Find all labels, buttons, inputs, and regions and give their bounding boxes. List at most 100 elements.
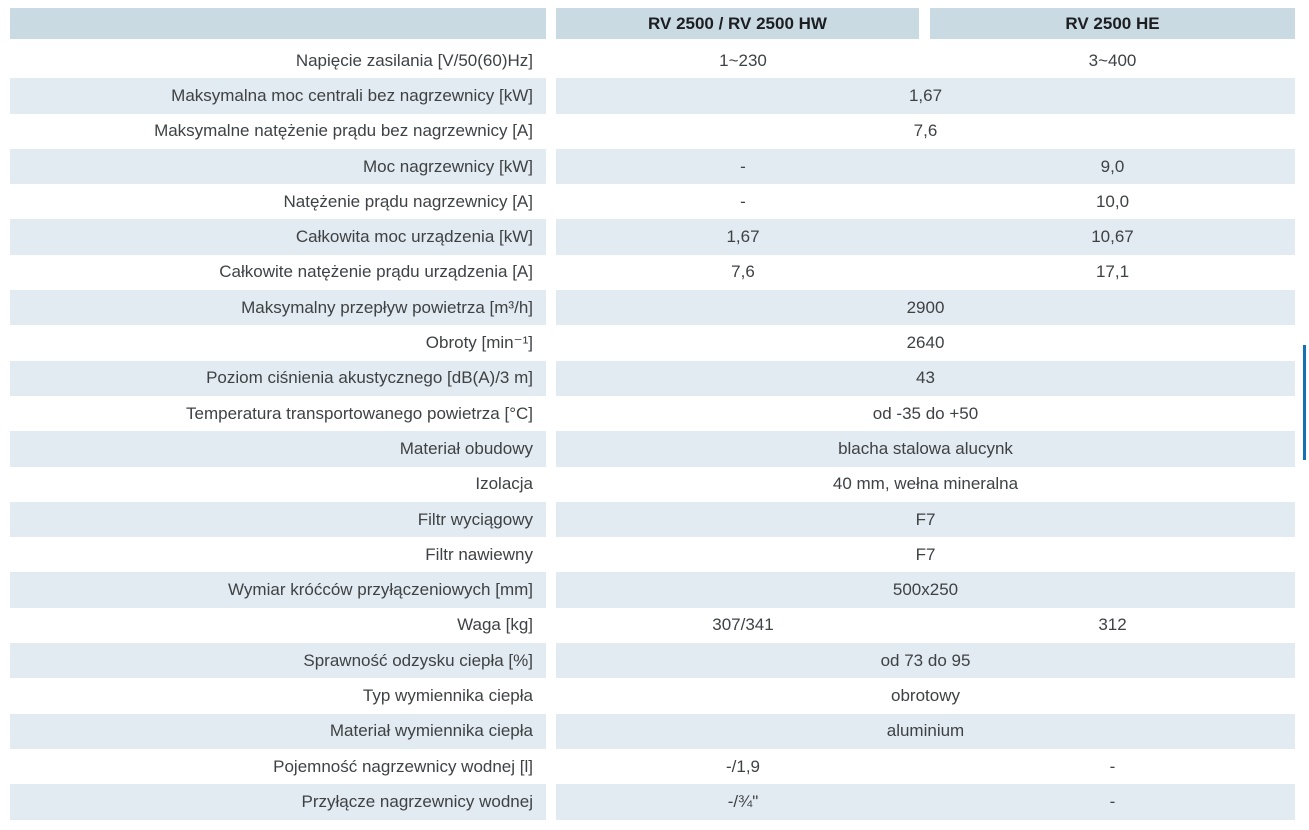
- spec-label: Napięcie zasilania [V/50(60)Hz]: [10, 43, 546, 79]
- value-area: -/¾" -: [556, 784, 1295, 820]
- column-separator: [546, 148, 556, 185]
- column-separator: [546, 784, 556, 820]
- value-area: obrotowy: [556, 678, 1295, 714]
- table-row: Izolacja 40 mm, wełna mineralna: [10, 466, 1295, 502]
- value-area: F7: [556, 537, 1295, 573]
- value-area: 1,67: [556, 78, 1295, 114]
- column-separator: [546, 431, 556, 467]
- spec-value-both: aluminium: [556, 713, 1295, 749]
- column-separator: [546, 678, 556, 714]
- value-area: blacha stalowa alucynk: [556, 431, 1295, 467]
- spec-value-rv2500: -/¾": [556, 784, 930, 820]
- column-separator: [546, 325, 556, 361]
- value-area: -/1,9-: [556, 748, 1295, 785]
- table-row: Maksymalne natężenie prądu bez nagrzewni…: [10, 113, 1295, 149]
- spec-value-rv2500he: 9,0: [930, 148, 1295, 185]
- column-separator: [546, 713, 556, 749]
- column-separator: [546, 537, 556, 573]
- spec-label: Obroty [min⁻¹]: [10, 325, 546, 361]
- spec-label: Maksymalna moc centrali bez nagrzewnicy …: [10, 78, 546, 114]
- column-separator: [546, 466, 556, 502]
- value-area: od -35 do +50: [556, 395, 1295, 432]
- spec-label: Materiał wymiennika ciepła: [10, 713, 546, 749]
- spec-value-both: od 73 do 95: [556, 643, 1295, 679]
- value-area: 1,67 10,67: [556, 219, 1295, 255]
- table-row: Moc nagrzewnicy [kW] -9,0: [10, 148, 1295, 185]
- spec-value-rv2500: -: [556, 148, 930, 185]
- spec-value-both: F7: [556, 501, 1295, 538]
- spec-value-rv2500he: 10,0: [930, 184, 1295, 220]
- spec-label: Typ wymiennika ciepła: [10, 678, 546, 714]
- column-separator: [546, 290, 556, 326]
- table-row: Poziom ciśnienia akustycznego [dB(A)/3 m…: [10, 360, 1295, 396]
- spec-value-rv2500: -: [556, 184, 930, 220]
- column-separator: [546, 360, 556, 396]
- spec-label: Materiał obudowy: [10, 431, 546, 467]
- header-column-separator: [919, 8, 930, 39]
- table-body: Napięcie zasilania [V/50(60)Hz] 1~230 3~40…: [10, 43, 1295, 820]
- column-separator: [546, 8, 556, 39]
- spec-label: Wymiar króćców przyłączeniowych [mm]: [10, 572, 546, 608]
- spec-label: Maksymalne natężenie prądu bez nagrzewni…: [10, 113, 546, 149]
- column-separator: [546, 78, 556, 114]
- spec-value-rv2500: 1,67: [556, 219, 930, 255]
- column-separator: [546, 748, 556, 785]
- spec-label: Temperatura transportowanego powietrza […: [10, 395, 546, 432]
- table-row: Materiał obudowy blacha stalowa alucynk: [10, 431, 1295, 467]
- spec-value-both: 43: [556, 360, 1295, 396]
- spec-label: Całkowita moc urządzenia [kW]: [10, 219, 546, 255]
- spec-value-rv2500: 1~230: [556, 43, 930, 79]
- column-header-rv2500he: RV 2500 HE: [930, 8, 1295, 39]
- table-row: Materiał wymiennika ciepła aluminium: [10, 713, 1295, 749]
- table-row: Przyłącze nagrzewnicy wodnej -/¾" -: [10, 784, 1295, 820]
- table-row: Pojemność nagrzewnicy wodnej [l] -/1,9-: [10, 748, 1295, 785]
- value-area: 307/341 312: [556, 607, 1295, 644]
- spec-value-rv2500: 307/341: [556, 607, 930, 644]
- table-row: Obroty [min⁻¹] 2640: [10, 325, 1295, 361]
- spec-value-rv2500he: 10,67: [930, 219, 1295, 255]
- table-row: Temperatura transportowanego powietrza […: [10, 395, 1295, 432]
- header-value-area: RV 2500 / RV 2500 HW RV 2500 HE: [556, 8, 1295, 39]
- column-header-rv2500-rv2500hw: RV 2500 / RV 2500 HW: [556, 8, 919, 39]
- table-row: Całkowita moc urządzenia [kW] 1,67 10,67: [10, 219, 1295, 255]
- spec-value-both: od -35 do +50: [556, 395, 1295, 432]
- value-area: 1~230 3~400: [556, 43, 1295, 79]
- table-row: Waga [kg] 307/341 312: [10, 607, 1295, 644]
- spec-value-both: 500x250: [556, 572, 1295, 608]
- spec-label: Pojemność nagrzewnicy wodnej [l]: [10, 748, 546, 785]
- column-separator: [546, 254, 556, 291]
- value-area: od 73 do 95: [556, 643, 1295, 679]
- value-area: 43: [556, 360, 1295, 396]
- spec-label: Waga [kg]: [10, 607, 546, 644]
- spec-label: Moc nagrzewnicy [kW]: [10, 148, 546, 185]
- spec-value-both: blacha stalowa alucynk: [556, 431, 1295, 467]
- table-row: Filtr nawiewny F7: [10, 537, 1295, 573]
- spec-label: Poziom ciśnienia akustycznego [dB(A)/3 m…: [10, 360, 546, 396]
- column-separator: [546, 395, 556, 432]
- spec-label: Filtr nawiewny: [10, 537, 546, 573]
- spec-value-both: 7,6: [556, 113, 1295, 149]
- column-separator: [546, 184, 556, 220]
- spec-value-rv2500he: -: [930, 748, 1295, 785]
- spec-value-rv2500he: 312: [930, 607, 1295, 644]
- spec-label: Filtr wyciągowy: [10, 501, 546, 538]
- spec-value-both: 1,67: [556, 78, 1295, 114]
- spec-value-both: 40 mm, wełna mineralna: [556, 466, 1295, 502]
- spec-value-both: F7: [556, 537, 1295, 573]
- value-area: 2900: [556, 290, 1295, 326]
- column-separator: [546, 572, 556, 608]
- table-row: Całkowite natężenie prądu urządzenia [A]…: [10, 254, 1295, 291]
- spec-label: Maksymalny przepływ powietrza [m³/h]: [10, 290, 546, 326]
- spec-value-both: obrotowy: [556, 678, 1295, 714]
- spec-table: RV 2500 / RV 2500 HW RV 2500 HE Napięcie…: [10, 8, 1295, 820]
- value-area: -9,0: [556, 148, 1295, 185]
- table-header-row: RV 2500 / RV 2500 HW RV 2500 HE: [10, 8, 1295, 39]
- spec-label: Całkowite natężenie prądu urządzenia [A]: [10, 254, 546, 291]
- value-area: 2640: [556, 325, 1295, 361]
- column-separator: [546, 643, 556, 679]
- table-row: Maksymalny przepływ powietrza [m³/h] 2900: [10, 290, 1295, 326]
- spec-label: Natężenie prądu nagrzewnicy [A]: [10, 184, 546, 220]
- column-separator: [546, 43, 556, 79]
- table-row: Filtr wyciągowy F7: [10, 501, 1295, 538]
